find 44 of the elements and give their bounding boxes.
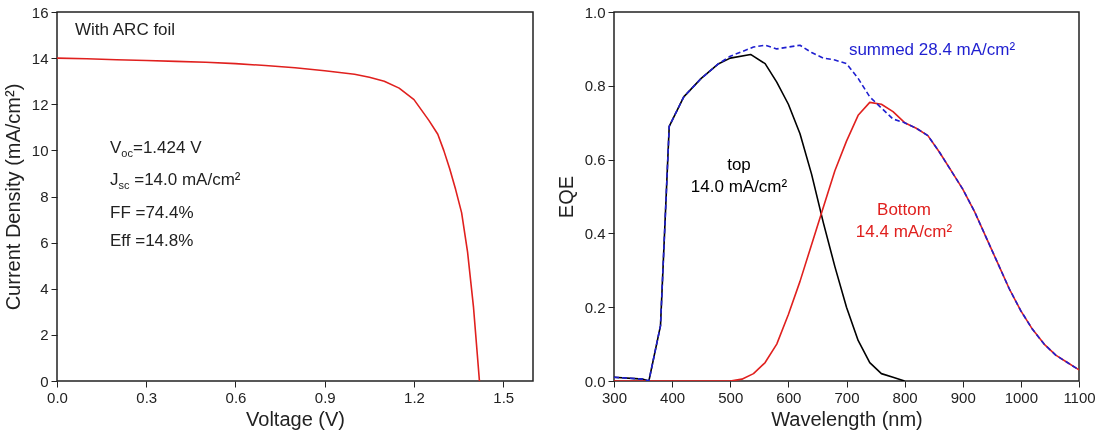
x-tick-label: 1000 [1004, 388, 1039, 406]
annotation: With ARC foil [75, 20, 176, 40]
x-tick-label: 300 [601, 388, 628, 406]
series-label: summed 28.4 mA/cm² [848, 40, 1016, 59]
x-tick-label: 1.2 [404, 388, 425, 406]
x-tick-label: 900 [950, 388, 976, 406]
x-tick-label: 500 [718, 388, 744, 406]
y-tick-label: 8 [40, 188, 49, 205]
annotation: J$_{sc}$ =14.0 mA/cm² [110, 170, 241, 192]
x-tick-label: 800 [892, 388, 918, 406]
line-series [57, 57, 481, 381]
x-tick-label: 0.9 [314, 388, 336, 406]
annotation: Eff =14.8% [110, 231, 194, 251]
line-series [614, 101, 1079, 381]
x-tick-label: 1100 [1063, 388, 1096, 406]
y-tick-label: 10 [31, 141, 49, 159]
annotation: V$_{oc}$=1.424 V [110, 138, 202, 160]
x-tick-label: 0.6 [225, 388, 247, 406]
y-tick-label: 0.4 [584, 224, 606, 242]
series-label: top 14.0 mA/cm² [690, 155, 788, 196]
x-tick-label: 400 [660, 388, 686, 406]
y-tick-label: 1.0 [584, 3, 606, 21]
y-tick-label: 0 [40, 372, 49, 390]
y-tick-label: 0.8 [584, 77, 606, 95]
x-tick-label: 600 [776, 388, 802, 406]
x-axis-title: Voltage (V) [246, 407, 345, 430]
line-series [614, 44, 1079, 381]
y-tick-label: 0.0 [584, 372, 606, 390]
annotation: FF =74.4% [110, 203, 194, 223]
x-tick-label: 700 [834, 388, 860, 406]
y-axis-title: Current Density (mA/cm²) [1, 83, 24, 311]
y-tick-label: 6 [40, 234, 49, 252]
y-tick-label: 16 [31, 3, 49, 21]
y-tick-label: 14 [31, 49, 49, 67]
x-tick-label: 0.3 [136, 388, 158, 406]
y-axis-title: EQE [554, 175, 577, 219]
x-tick-label: 1.5 [493, 388, 515, 406]
y-tick-label: 0.6 [584, 151, 606, 169]
y-tick-label: 0.2 [584, 298, 606, 316]
y-tick-label: 2 [40, 326, 49, 344]
series-label: Bottom 14.4 mA/cm² [855, 200, 953, 241]
y-tick-label: 12 [31, 95, 49, 113]
x-axis-title: Wavelength (nm) [771, 407, 923, 430]
y-tick-label: 4 [40, 280, 49, 298]
